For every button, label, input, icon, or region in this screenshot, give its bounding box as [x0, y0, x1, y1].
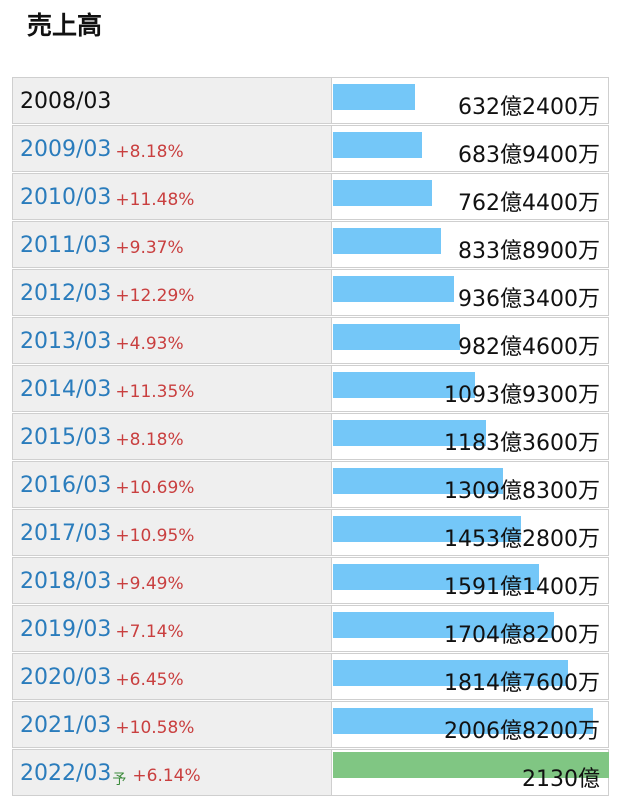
label-cell: 2015/03 +8.18% [13, 414, 332, 459]
growth-rate: +4.93% [115, 334, 184, 354]
period-link[interactable]: 2016/03 [20, 473, 112, 498]
table-row: 2009/03 +8.18% 683億9400万 [12, 125, 609, 172]
bar [333, 84, 415, 110]
label-cell: 2014/03 +11.35% [13, 366, 332, 411]
growth-rate: +6.45% [115, 670, 184, 690]
value-label: 1309億8300万 [444, 479, 600, 504]
bar [333, 228, 442, 254]
label-cell: 2020/03 +6.45% [13, 654, 332, 699]
label-cell: 2017/03 +10.95% [13, 510, 332, 555]
bar [333, 708, 594, 734]
period-link[interactable]: 2014/03 [20, 377, 112, 402]
growth-rate: +12.29% [115, 286, 195, 306]
bar [333, 420, 487, 446]
period-link[interactable]: 2013/03 [20, 329, 112, 354]
label-cell: 2021/03 +10.58% [13, 702, 332, 747]
bar [333, 564, 540, 590]
period-link[interactable]: 2019/03 [20, 617, 112, 642]
period-link[interactable]: 2015/03 [20, 425, 112, 450]
bar [333, 516, 522, 542]
value-label: 2006億8200万 [444, 719, 600, 744]
label-cell: 2010/03 +11.48% [13, 174, 332, 219]
period-link[interactable]: 2020/03 [20, 665, 112, 690]
table-row: 2019/03 +7.14% 1704億8200万 [12, 605, 609, 652]
bar [333, 752, 609, 778]
period-link[interactable]: 2017/03 [20, 521, 112, 546]
table-row: 2017/03 +10.95% 1453億2800万 [12, 509, 609, 556]
table-row: 2014/03 +11.35% 1093億9300万 [12, 365, 609, 412]
value-label: 683億9400万 [458, 143, 600, 168]
value-label: 936億3400万 [458, 287, 600, 312]
forecast-mark: 予 [112, 772, 127, 788]
growth-rate: +11.35% [115, 382, 195, 402]
value-label: 632億2400万 [458, 95, 600, 120]
table-row: 2008/03 632億2400万 [12, 77, 609, 124]
table-row: 2021/03 +10.58% 2006億8200万 [12, 701, 609, 748]
growth-rate: +9.49% [115, 574, 184, 594]
growth-rate: +10.58% [115, 718, 195, 738]
growth-rate: +8.18% [115, 142, 184, 162]
label-cell: 2008/03 [13, 78, 332, 123]
growth-rate: +10.69% [115, 478, 195, 498]
growth-rate: +6.14% [132, 766, 201, 786]
table-row: 2010/03 +11.48% 762億4400万 [12, 173, 609, 220]
bar [333, 276, 455, 302]
growth-rate: +9.37% [115, 238, 184, 258]
value-label: 2130億 [522, 767, 600, 792]
label-cell: 2016/03 +10.69% [13, 462, 332, 507]
value-label: 1591億1400万 [444, 575, 600, 600]
table-row: 2022/03 予 +6.14% 2130億 [12, 749, 609, 796]
period-link: 2008/03 [20, 89, 112, 114]
period-link[interactable]: 2010/03 [20, 185, 112, 210]
value-label: 1453億2800万 [444, 527, 600, 552]
table-row: 2016/03 +10.69% 1309億8300万 [12, 461, 609, 508]
table-row: 2020/03 +6.45% 1814億7600万 [12, 653, 609, 700]
bar [333, 372, 475, 398]
value-label: 833億8900万 [458, 239, 600, 264]
value-label: 1093億9300万 [444, 383, 600, 408]
period-link[interactable]: 2012/03 [20, 281, 112, 306]
value-label: 1183億3600万 [444, 431, 600, 456]
bar [333, 660, 569, 686]
value-label: 1704億8200万 [444, 623, 600, 648]
bar [333, 180, 432, 206]
table-row: 2018/03 +9.49% 1591億1400万 [12, 557, 609, 604]
growth-rate: +7.14% [115, 622, 184, 642]
table-row: 2015/03 +8.18% 1183億3600万 [12, 413, 609, 460]
table-row: 2013/03 +4.93% 982億4600万 [12, 317, 609, 364]
period-link[interactable]: 2022/03 [20, 761, 112, 786]
growth-rate: +11.48% [115, 190, 195, 210]
bar [333, 132, 422, 158]
growth-rate: +10.95% [115, 526, 195, 546]
bar [333, 612, 554, 638]
period-link[interactable]: 2009/03 [20, 137, 112, 162]
label-cell: 2022/03 予 +6.14% [13, 750, 332, 795]
bar [333, 324, 461, 350]
value-label: 982億4600万 [458, 335, 600, 360]
label-cell: 2018/03 +9.49% [13, 558, 332, 603]
table-row: 2012/03 +12.29% 936億3400万 [12, 269, 609, 316]
period-link[interactable]: 2011/03 [20, 233, 112, 258]
label-cell: 2011/03 +9.37% [13, 222, 332, 267]
period-link[interactable]: 2021/03 [20, 713, 112, 738]
period-link[interactable]: 2018/03 [20, 569, 112, 594]
section-title: 売上高 [27, 11, 103, 40]
label-cell: 2012/03 +12.29% [13, 270, 332, 315]
bar [333, 468, 503, 494]
table-row: 2011/03 +9.37% 833億8900万 [12, 221, 609, 268]
value-label: 762億4400万 [458, 191, 600, 216]
value-label: 1814億7600万 [444, 671, 600, 696]
label-cell: 2019/03 +7.14% [13, 606, 332, 651]
label-cell: 2013/03 +4.93% [13, 318, 332, 363]
label-cell: 2009/03 +8.18% [13, 126, 332, 171]
growth-rate: +8.18% [115, 430, 184, 450]
